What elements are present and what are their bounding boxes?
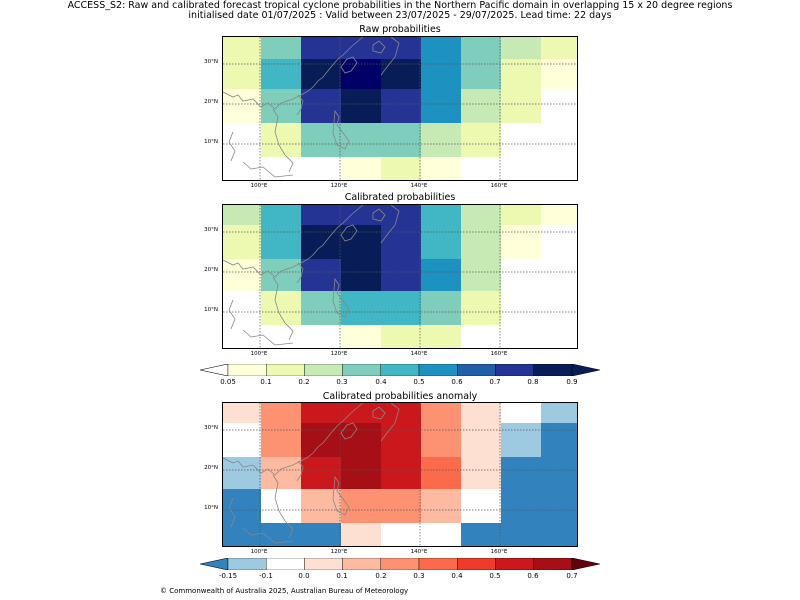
colorbar-segments — [227, 558, 573, 570]
anomaly-grid — [223, 403, 577, 546]
cbar1-tick: 0.3 — [336, 378, 348, 386]
lon-label-160e: 160°E — [490, 183, 508, 189]
cbar2-tick: 0.1 — [336, 572, 348, 580]
colorbar-under-triangle — [200, 364, 229, 376]
cbar2-tick: 0.4 — [451, 572, 463, 580]
lat-label-10n: 10°N — [204, 307, 218, 313]
cbar1-tick: 0.5 — [413, 378, 425, 386]
lat-label-20n: 20°N — [204, 99, 218, 105]
lat-label-20n: 20°N — [204, 465, 218, 471]
lat-label-20n: 20°N — [204, 267, 218, 273]
cbar2-tick: -0.1 — [259, 572, 273, 580]
cbar2-tick: 0.5 — [489, 572, 501, 580]
lon-label-120e: 120°E — [330, 183, 348, 189]
figure-title-line2: initialised date 01/07/2025 : Valid betw… — [188, 10, 612, 21]
cbar1-tick: 0.05 — [220, 378, 236, 386]
cbar1-tick: 0.6 — [451, 378, 463, 386]
lat-label-10n: 10°N — [204, 139, 218, 145]
map-raw-probabilities — [222, 36, 578, 181]
lon-label-140e: 140°E — [410, 351, 428, 357]
lon-label-100e: 100°E — [250, 549, 268, 555]
lon-label-120e: 120°E — [330, 351, 348, 357]
panel-title-calibrated: Calibrated probabilities — [344, 192, 456, 203]
raw-probability-grid — [223, 37, 577, 180]
colorbar-segments — [227, 364, 573, 376]
copyright-notice: © Commonwealth of Australia 2025, Austra… — [160, 587, 409, 595]
lat-label-30n: 30°N — [204, 425, 218, 431]
lon-label-140e: 140°E — [410, 549, 428, 555]
lat-label-10n: 10°N — [204, 505, 218, 511]
calibrated-probability-grid — [223, 205, 577, 348]
cbar1-tick: 0.7 — [489, 378, 501, 386]
colorbar-under-triangle — [200, 558, 229, 570]
cbar1-tick: 0.9 — [566, 378, 578, 386]
cbar1-tick: 0.4 — [375, 378, 387, 386]
cbar2-tick: 0.0 — [298, 572, 310, 580]
panel-title-anomaly: Calibrated probabilities anomaly — [322, 391, 478, 402]
lon-label-120e: 120°E — [330, 549, 348, 555]
anomaly-colorbar — [200, 558, 600, 570]
lon-label-100e: 100°E — [250, 183, 268, 189]
cbar2-tick: 0.2 — [375, 572, 387, 580]
colorbar-over-triangle — [571, 364, 600, 376]
colorbar-over-triangle — [571, 558, 600, 570]
lon-label-140e: 140°E — [410, 183, 428, 189]
cbar1-tick: 0.8 — [527, 378, 539, 386]
panel-title-raw: Raw probabilities — [359, 24, 441, 35]
lon-label-160e: 160°E — [490, 549, 508, 555]
cbar1-tick: 0.1 — [260, 378, 272, 386]
map-calibrated-anomaly — [222, 402, 578, 547]
cbar2-tick: 0.3 — [413, 572, 425, 580]
cbar2-tick: 0.6 — [527, 572, 539, 580]
lat-label-30n: 30°N — [204, 59, 218, 65]
cbar2-tick: -0.15 — [218, 572, 238, 580]
cbar2-tick: 0.7 — [566, 572, 578, 580]
cbar1-tick: 0.2 — [298, 378, 310, 386]
lon-label-160e: 160°E — [490, 351, 508, 357]
figure-title-line1: ACCESS_S2: Raw and calibrated forecast t… — [67, 0, 733, 11]
lon-label-100e: 100°E — [250, 351, 268, 357]
probability-colorbar — [200, 364, 600, 376]
map-calibrated-probabilities — [222, 204, 578, 349]
lat-label-30n: 30°N — [204, 227, 218, 233]
